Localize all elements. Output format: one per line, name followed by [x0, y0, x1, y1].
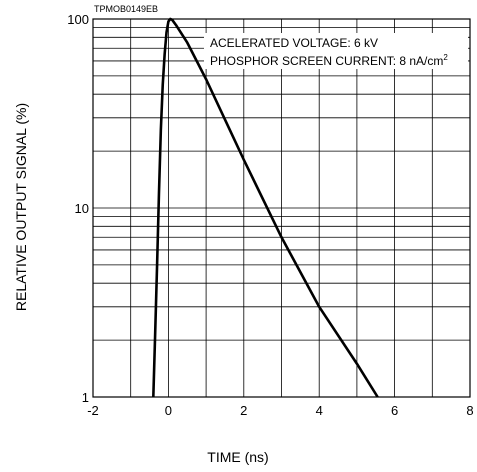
annotation-current: PHOSPHOR SCREEN CURRENT: 8 nA/cm2	[210, 53, 448, 68]
figure-code: TPMOB0149EB	[94, 4, 158, 14]
y-tick-label: 10	[75, 201, 89, 216]
grid	[92, 19, 471, 398]
annotation-voltage: ACELERATED VOLTAGE: 6 kV	[210, 36, 378, 50]
x-tick-label: -2	[87, 403, 99, 418]
x-axis: -2 0 2 4 6 8	[87, 403, 473, 418]
y-tick-label: 1	[82, 390, 89, 405]
x-tick-label: 8	[466, 403, 473, 418]
y-axis: 1 10 100	[67, 12, 89, 405]
x-tick-label: 6	[391, 403, 398, 418]
y-tick-label: 100	[67, 12, 89, 27]
x-axis-label: TIME (ns)	[207, 449, 268, 465]
x-tick-label: 0	[165, 403, 172, 418]
plot-frame	[92, 18, 471, 398]
y-axis-label: RELATIVE OUTPUT SIGNAL (%)	[13, 103, 29, 311]
annotation-box: ACELERATED VOLTAGE: 6 kV PHOSPHOR SCREEN…	[204, 33, 468, 69]
x-tick-label: 2	[240, 403, 247, 418]
series-line	[152, 17, 379, 398]
x-tick-label: 4	[316, 403, 323, 418]
